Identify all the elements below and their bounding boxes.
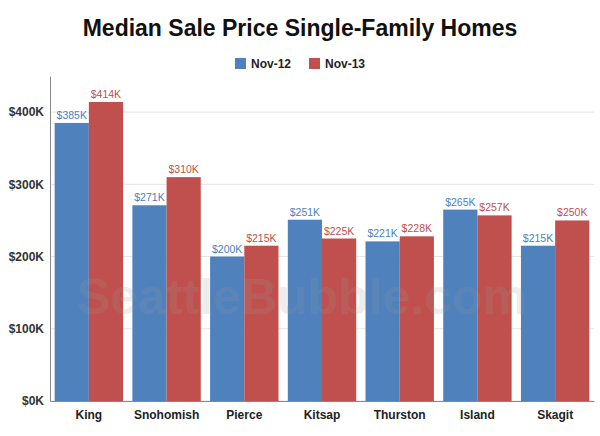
y-tick-label: $400K bbox=[9, 105, 45, 119]
title: Median Sale Price Single-Family Homes bbox=[83, 15, 518, 41]
y-axis-line bbox=[50, 77, 51, 402]
x-tick: Kitsap bbox=[304, 401, 341, 422]
y-tick-label: $100K bbox=[9, 322, 45, 336]
data-label: $221K bbox=[367, 227, 397, 239]
bar bbox=[555, 220, 589, 401]
data-label: $215K bbox=[523, 232, 553, 244]
data-label: $414K bbox=[91, 88, 121, 100]
x-tick-label: Skagit bbox=[537, 408, 573, 422]
x-tick: Island bbox=[460, 401, 495, 422]
legend: Nov-12 Nov-13 bbox=[235, 57, 365, 71]
legend-item: Nov-13 bbox=[309, 57, 365, 71]
legend-label: Nov-13 bbox=[325, 57, 365, 71]
legend-item: Nov-12 bbox=[235, 57, 291, 71]
x-tick-label: Pierce bbox=[226, 408, 262, 422]
y-tick-label: $0K bbox=[22, 394, 44, 408]
grid-line bbox=[50, 184, 594, 185]
watermark: SeattleBubble.com bbox=[77, 269, 527, 325]
y-tick: $400K bbox=[9, 105, 50, 119]
legend-label: Nov-12 bbox=[251, 57, 291, 71]
x-tick-label: Thurston bbox=[374, 408, 426, 422]
x-tick: Thurston bbox=[374, 401, 426, 422]
data-label: $257K bbox=[479, 201, 509, 213]
x-tick: Pierce bbox=[226, 401, 262, 422]
grid-line bbox=[50, 112, 594, 113]
x-tick: King bbox=[76, 401, 103, 422]
x-tick-label: Island bbox=[460, 408, 495, 422]
data-label: $265K bbox=[445, 196, 475, 208]
y-tick: $200K bbox=[9, 250, 50, 264]
chart: Median Sale Price Single-Family Homes Sea… bbox=[0, 0, 600, 436]
y-axis: $0K $100K $200K $300K $400K bbox=[9, 77, 51, 409]
x-tick-label: Snohomish bbox=[134, 408, 199, 422]
grid bbox=[50, 112, 594, 401]
data-label: $215K bbox=[246, 232, 276, 244]
bar bbox=[89, 102, 123, 401]
x-axis: King Snohomish Pierce Kitsap Thurston Island S… bbox=[51, 401, 595, 422]
data-label: $251K bbox=[290, 206, 320, 218]
data-labels: $385K $271K $200K $251K $221K $265K $215K $414K… bbox=[57, 88, 588, 255]
x-tick-label: Kitsap bbox=[304, 408, 341, 422]
data-label: $250K bbox=[557, 206, 587, 218]
data-label: $385K bbox=[57, 109, 87, 121]
x-tick: Skagit bbox=[537, 401, 573, 422]
data-label: $310K bbox=[168, 163, 198, 175]
x-tick-label: King bbox=[76, 408, 103, 422]
plot: SeattleBubble.com $385K $271K $200K $251K $22… bbox=[9, 77, 595, 422]
y-tick: $300K bbox=[9, 178, 50, 192]
data-label: $200K bbox=[212, 243, 242, 255]
y-tick: $100K bbox=[9, 322, 50, 336]
y-tick: $0K bbox=[22, 394, 50, 408]
bar bbox=[55, 123, 89, 401]
x-axis-line bbox=[51, 401, 595, 402]
x-tick: Snohomish bbox=[134, 401, 199, 422]
data-label: $228K bbox=[402, 222, 432, 234]
y-tick-label: $300K bbox=[9, 178, 45, 192]
y-tick-label: $200K bbox=[9, 250, 45, 264]
legend-swatch bbox=[309, 58, 320, 69]
bars bbox=[55, 102, 590, 401]
data-label: $271K bbox=[134, 191, 164, 203]
data-label: $225K bbox=[324, 225, 354, 237]
legend-swatch bbox=[235, 58, 246, 69]
